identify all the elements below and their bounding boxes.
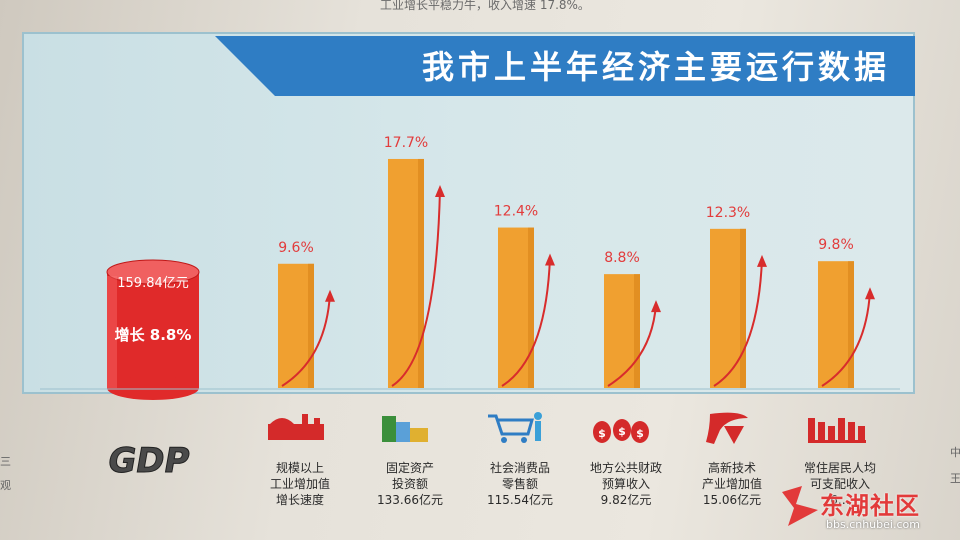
city-skyline-icon (808, 418, 866, 443)
bar-value-label: 9.8% (818, 237, 854, 253)
watermark-brand: 东湖社区 (820, 492, 920, 520)
category-label: 9.82亿元 (601, 492, 652, 507)
category-label: 工业增加值 (270, 476, 330, 491)
bar-shade (740, 228, 746, 388)
category-label: 15.06亿元 (703, 492, 761, 507)
category-label: 投资额 (392, 476, 428, 491)
chart-title: 我市上半年经济主要运行数据 (422, 48, 890, 86)
bar-shade (308, 263, 314, 388)
growth-arrow (281, 293, 331, 387)
svg-text:$: $ (598, 427, 606, 440)
category-label: 6… (830, 493, 850, 507)
gdp-3d-text-icon: GDP (105, 441, 193, 481)
category-label: 地方公共财政 (590, 460, 662, 475)
growth-arrow (607, 304, 657, 387)
bar-value-label: 12.4% (494, 204, 538, 220)
growth-arrow (821, 291, 871, 387)
category-label: 产业增加值 (702, 476, 762, 491)
growth-arrow-head (865, 287, 875, 300)
shopping-cart-icon (488, 412, 542, 443)
bar-value-label: 17.7% (384, 135, 428, 151)
growth-arrow-head (757, 254, 767, 267)
growth-arrow-head (325, 289, 335, 302)
left-margin-char: 观 (0, 479, 11, 492)
bar-shade (634, 274, 640, 388)
category-label: 可支配收入 (810, 477, 870, 491)
category-label: 社会消费品 (490, 460, 550, 475)
watermark-logo-icon (782, 486, 818, 526)
category-label: 零售额 (502, 476, 538, 491)
left-margin-text: 三 观 (0, 450, 14, 498)
svg-text:$: $ (618, 425, 626, 438)
gdp-growth-label: 增长 8.8% (115, 326, 192, 344)
buildings-icon (382, 416, 428, 442)
bar-shade (848, 261, 854, 388)
watermark: 东湖社区 bbs.cnhubei.com (780, 484, 958, 538)
category-label: 规模以上 (276, 460, 324, 475)
bar-shade (528, 227, 534, 388)
category-label: 常住居民人均 (804, 461, 876, 475)
money-bags-icon: $ $ $ (593, 419, 649, 443)
gdp-amount-label: 159.84亿元 (117, 276, 189, 291)
growth-arrow (391, 188, 441, 387)
category-label: 固定资产 (386, 460, 434, 475)
right-margin-text: 中 王 (950, 440, 960, 492)
top-article-snippet: 工业增长平稳力牛，收入增速 17.8%。 (380, 0, 590, 12)
growth-arrow-head (651, 300, 661, 313)
right-margin-char: 中 (950, 446, 960, 459)
gdp-cylinder (106, 259, 200, 400)
category-label: 133.66亿元 (377, 492, 443, 507)
category-label: 高新技术 (708, 460, 756, 475)
bar-value-label: 8.8% (604, 250, 640, 266)
svg-text:$: $ (636, 427, 644, 440)
growth-arrow (501, 257, 551, 387)
left-margin-char: 三 (0, 455, 11, 468)
high-tech-logo-icon (706, 412, 748, 444)
bar-value-label: 9.6% (278, 240, 314, 256)
bar-value-label: 12.3% (706, 205, 750, 221)
right-margin-char: 王 (950, 472, 960, 485)
category-label: 增长速度 (276, 492, 324, 507)
factory-icon (268, 414, 324, 440)
title-banner: 我市上半年经济主要运行数据 (215, 36, 915, 96)
category-label: 115.54亿元 (487, 492, 553, 507)
watermark-url: bbs.cnhubei.com (826, 518, 920, 531)
growth-arrow (713, 258, 763, 387)
growth-arrow-head (545, 253, 555, 266)
growth-arrow-head (435, 184, 445, 197)
category-label: 预算收入 (602, 476, 650, 491)
bar-shade (418, 158, 424, 388)
